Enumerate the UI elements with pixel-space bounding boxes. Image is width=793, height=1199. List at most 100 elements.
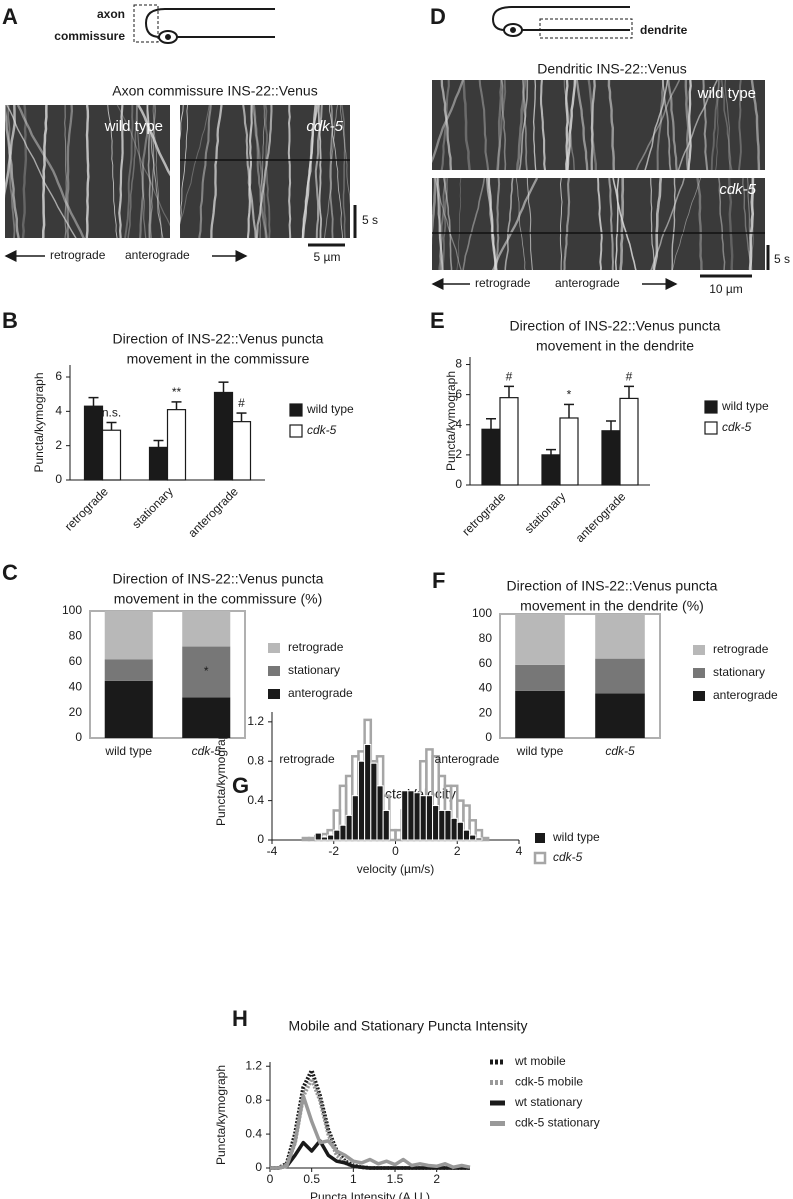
bar — [559, 417, 579, 486]
streak — [5, 105, 16, 199]
y-tick-label: 8 — [455, 357, 462, 371]
histogram-bar — [450, 817, 458, 841]
streak — [607, 80, 616, 170]
histogram-bar — [413, 792, 421, 841]
panel-letter: G — [232, 773, 249, 798]
x-tick-label: anterograde — [573, 489, 629, 545]
histogram-bar — [345, 814, 353, 841]
panel-letter: C — [2, 560, 18, 585]
streak — [341, 105, 346, 238]
chart-title: Direction of INS-22::Venus puncta — [507, 578, 718, 594]
legend-label: wild type — [306, 402, 354, 416]
x-tick-label: cdk-5 — [605, 744, 635, 758]
streak — [724, 80, 731, 170]
schematic-label: axon — [97, 7, 125, 21]
streak — [324, 105, 338, 238]
streak — [504, 178, 514, 270]
streak — [16, 105, 86, 238]
bar-segment — [182, 611, 231, 647]
streak — [687, 80, 692, 170]
bar — [541, 454, 561, 486]
annotation: anterograde — [435, 752, 500, 766]
streak — [590, 80, 596, 170]
y-tick-label: 0.4 — [245, 1126, 262, 1140]
bar — [499, 397, 519, 486]
streak — [710, 80, 721, 170]
streak — [566, 80, 577, 170]
streak — [516, 80, 527, 170]
y-tick-label: 80 — [479, 631, 493, 645]
y-tick-label: 80 — [69, 629, 83, 643]
significance-label: * — [567, 388, 572, 402]
neuron-schematic — [491, 6, 633, 39]
x-tick-label: 0 — [267, 1172, 274, 1186]
histogram-bar — [333, 829, 341, 841]
streak — [246, 105, 253, 238]
chart-title: Direction of INS-22::Venus puncta — [510, 318, 721, 334]
histogram-bar — [475, 837, 483, 841]
histogram-bar — [370, 762, 378, 841]
significance-label: # — [506, 370, 513, 384]
y-tick-label: 0 — [485, 730, 492, 744]
streak — [575, 80, 589, 170]
scale-label: 5 µm — [314, 250, 341, 264]
streak — [487, 178, 498, 270]
legend-label: retrograde — [288, 640, 344, 654]
histogram-bar — [407, 790, 415, 841]
streak — [242, 105, 257, 238]
y-tick-label: 40 — [69, 679, 83, 693]
streak — [456, 178, 462, 270]
streak — [6, 105, 77, 238]
y-tick-label: 40 — [479, 681, 493, 695]
y-tick-label: 0 — [455, 477, 462, 491]
bar-segment — [515, 690, 565, 738]
legend-label: wild type — [552, 830, 600, 844]
panel-title: Axon commissure INS-22::Venus — [112, 83, 317, 99]
legend-label: retrograde — [713, 642, 769, 656]
streak — [317, 105, 323, 238]
bar-segment — [595, 614, 645, 659]
x-tick-label: 2 — [433, 1172, 440, 1186]
streak — [515, 178, 526, 270]
streak — [436, 178, 444, 270]
scale-label: 5 s — [362, 213, 378, 227]
streak — [495, 178, 501, 270]
histogram-bar — [462, 829, 471, 841]
streak — [443, 178, 453, 270]
streak — [563, 178, 571, 270]
streak — [635, 80, 681, 170]
legend-label: cdk-5 mobile — [515, 1075, 583, 1089]
streak — [301, 105, 317, 238]
streak — [462, 80, 471, 170]
histogram-bar — [382, 809, 390, 841]
streak — [107, 105, 118, 238]
panel-letter: D — [430, 4, 446, 29]
bar-segment — [515, 664, 565, 691]
legend-swatch — [268, 689, 280, 699]
bar — [481, 428, 501, 486]
x-tick-label: retrograde — [62, 484, 111, 533]
bar — [148, 446, 169, 481]
streak — [652, 178, 663, 270]
histogram-bar — [438, 809, 446, 841]
y-tick-label: 0.8 — [245, 1092, 262, 1106]
legend-label: anterograde — [288, 686, 353, 700]
bar-segment — [595, 693, 645, 738]
legend-swatch — [693, 668, 705, 678]
streak — [287, 105, 292, 238]
y-tick-label: 4 — [455, 417, 462, 431]
streak — [612, 178, 637, 270]
legend-label: wild type — [721, 399, 769, 413]
streak — [329, 105, 343, 238]
legend-label: anterograde — [713, 688, 778, 702]
legend-label: cdk-5 — [722, 420, 752, 434]
histogram-bar — [419, 795, 427, 841]
scale-label: 10 µm — [709, 282, 743, 296]
kymograph-label: wild type — [697, 85, 756, 102]
schematic-label: commissure — [54, 29, 125, 43]
streak — [696, 178, 703, 270]
y-tick-label: 2 — [55, 438, 62, 452]
x-tick-label: 1 — [350, 1172, 357, 1186]
legend-label: cdk-5 — [307, 423, 337, 437]
